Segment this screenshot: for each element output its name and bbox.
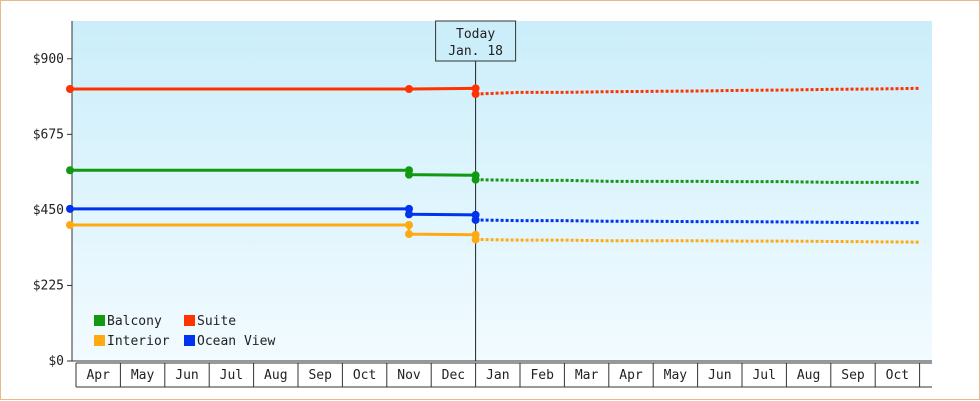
x-tick-label: Dec — [442, 368, 465, 383]
series-point-interior — [405, 230, 413, 239]
series-point-suite — [471, 84, 480, 93]
series-forecast-suite — [475, 86, 920, 96]
y-tick-label: $225 — [33, 278, 64, 293]
y-tick-label: $0 — [48, 354, 64, 369]
series-point-suite — [405, 85, 413, 93]
x-tick-label: Sep — [841, 368, 865, 383]
series-point-balcony — [66, 166, 74, 175]
x-tick-label: Sep — [308, 368, 332, 383]
x-tick-label: Mar — [575, 368, 599, 383]
series-line-interior — [70, 223, 476, 237]
x-tick-label: Aug — [264, 368, 287, 383]
series-point-balcony — [405, 170, 413, 179]
x-axis: Apr May Jun Jul Aug Sep Oct Nov Dec Jan Feb Mar Apr M… — [72, 360, 932, 388]
x-tick-label: Apr — [619, 368, 643, 383]
series-point-interior — [471, 235, 480, 244]
today-label: Today — [456, 27, 495, 42]
x-tick-label: Jun — [708, 368, 731, 383]
x-tick-label: Jul — [752, 368, 775, 383]
series-point-ocean-view — [66, 204, 74, 213]
series-point-interior — [405, 221, 413, 229]
legend-label-suite: Suite — [197, 314, 236, 329]
x-tick-label: Aug — [797, 368, 820, 383]
x-tick-label: Apr — [86, 368, 110, 383]
y-tick-label: $675 — [33, 127, 64, 142]
x-tick-label: Oct — [353, 368, 376, 383]
legend-swatch-suite — [184, 315, 195, 326]
x-tick-label: Jul — [220, 368, 243, 383]
series-point-balcony — [471, 175, 480, 184]
series-forecast-ocean-view — [475, 218, 920, 225]
legend: Balcony Suite Interior Ocean View — [94, 314, 275, 349]
legend-swatch-interior — [94, 335, 105, 346]
legend-swatch-balcony — [94, 315, 105, 326]
legend-label-interior: Interior — [107, 334, 170, 349]
series-line-suite — [70, 86, 476, 91]
legend-label-ocean-view: Ocean View — [197, 334, 275, 349]
x-tick-label: Feb — [530, 368, 554, 383]
y-tick-label: $900 — [33, 52, 64, 67]
x-tick-label: Jan — [486, 368, 509, 383]
series-point-ocean-view — [471, 215, 480, 224]
legend-label-balcony: Balcony — [107, 314, 162, 329]
x-tick-label: Oct — [886, 368, 909, 383]
series-point-suite — [66, 85, 74, 93]
y-axis: $0 $225 $450 $675 $900 — [33, 21, 73, 369]
x-tick-label: Jun — [175, 368, 198, 383]
series-forecast-balcony — [475, 178, 920, 184]
today-box — [435, 20, 517, 62]
series-point-suite — [471, 90, 480, 99]
x-tick-label: Nov — [397, 368, 421, 383]
x-tick-label: May — [664, 368, 688, 383]
series-layer — [66, 84, 920, 244]
x-tick-label: May — [131, 368, 155, 383]
y-tick-label: $450 — [33, 203, 64, 218]
today-date: Jan. 18 — [448, 44, 503, 59]
plot-background — [72, 21, 932, 361]
legend-swatch-ocean-view — [184, 335, 195, 346]
series-point-ocean-view — [405, 210, 413, 219]
series-forecast-interior — [475, 237, 920, 244]
series-point-interior — [66, 221, 74, 229]
